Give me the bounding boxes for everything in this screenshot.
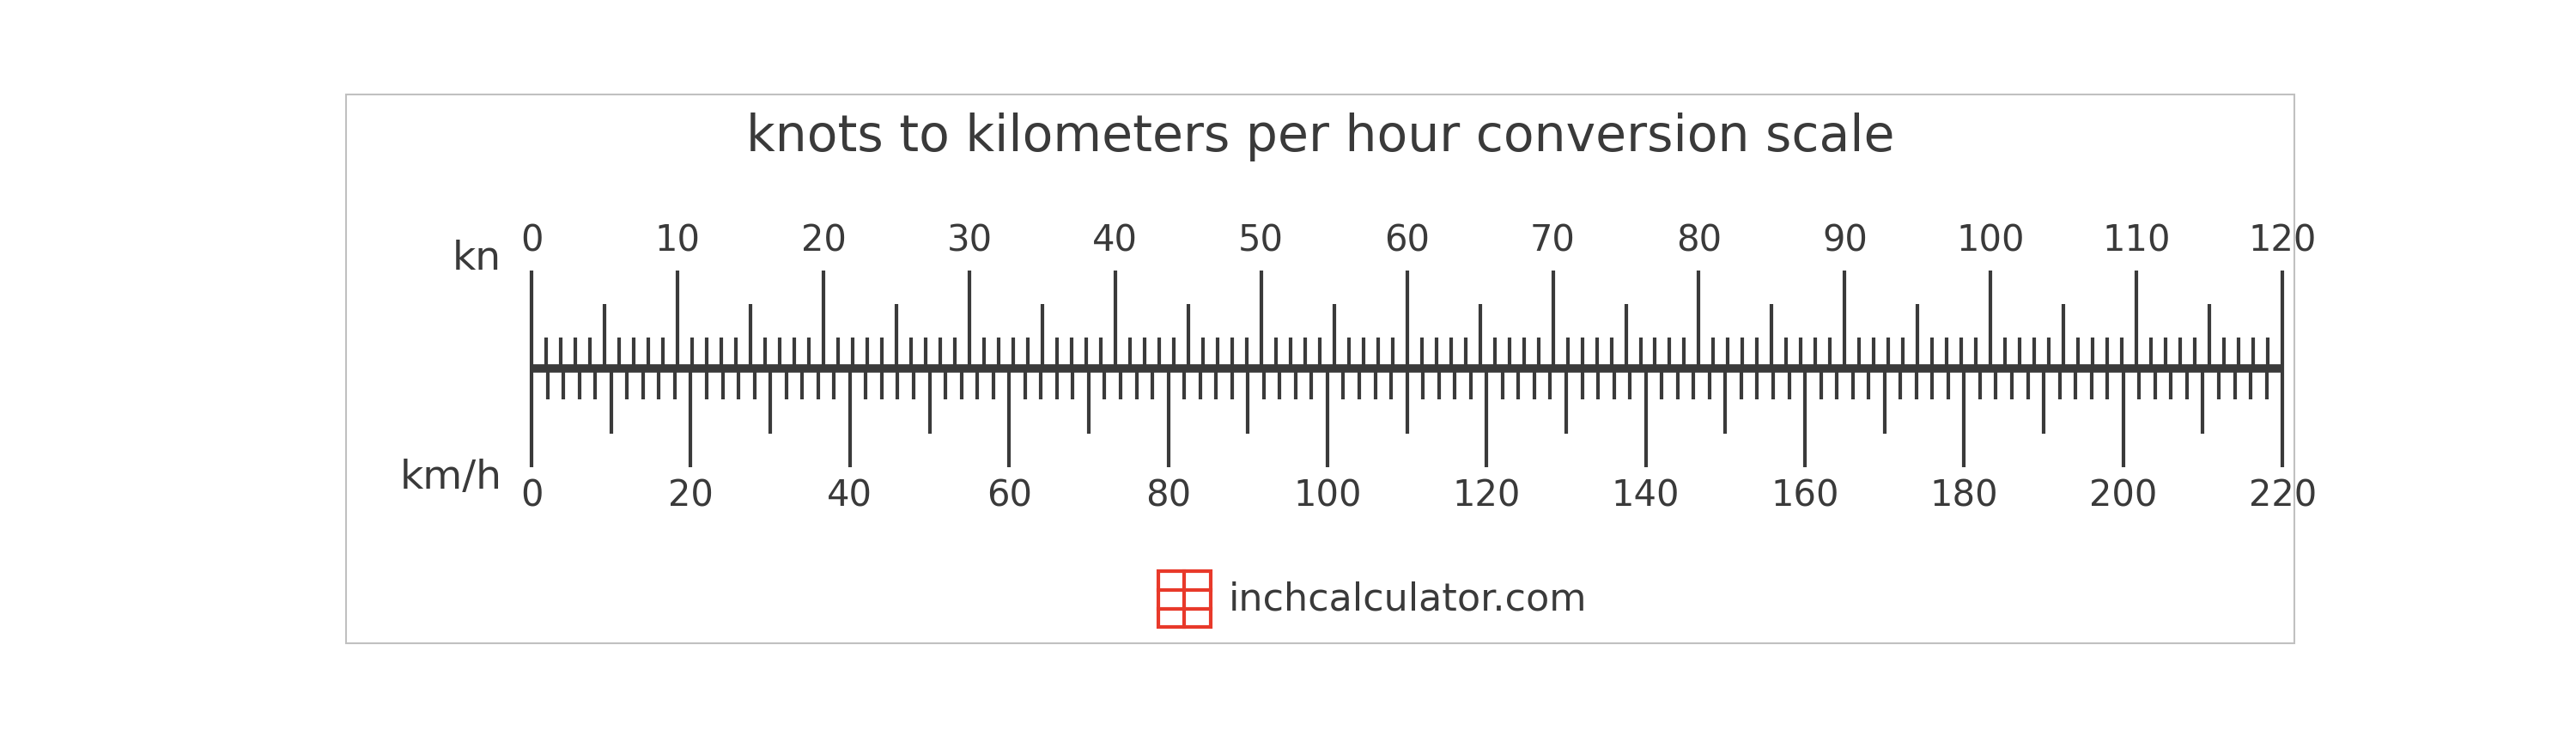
Text: 20: 20 [801, 223, 845, 259]
Text: 100: 100 [1293, 478, 1363, 515]
Text: 200: 200 [2089, 478, 2156, 515]
Text: 180: 180 [1929, 478, 1999, 515]
Text: 60: 60 [987, 478, 1033, 515]
Text: 30: 30 [945, 223, 992, 259]
Text: 160: 160 [1770, 478, 1839, 515]
Text: 50: 50 [1239, 223, 1283, 259]
Text: 140: 140 [1613, 478, 1680, 515]
Text: 0: 0 [520, 223, 544, 259]
Text: 20: 20 [667, 478, 714, 515]
Text: 60: 60 [1383, 223, 1430, 259]
Bar [1159, 571, 1211, 627]
Text: km/h: km/h [399, 459, 502, 498]
Text: 0: 0 [520, 478, 544, 515]
Text: 80: 80 [1146, 478, 1190, 515]
Text: 120: 120 [2249, 223, 2316, 259]
Text: 70: 70 [1530, 223, 1577, 259]
Text: 220: 220 [2249, 478, 2316, 515]
Text: 100: 100 [1958, 223, 2025, 259]
Text: inchcalculator.com: inchcalculator.com [1229, 580, 1587, 618]
Text: kn: kn [453, 239, 502, 278]
Text: 120: 120 [1453, 478, 1520, 515]
Text: 40: 40 [827, 478, 873, 515]
Text: 90: 90 [1821, 223, 1868, 259]
Text: 110: 110 [2102, 223, 2172, 259]
Text: 40: 40 [1092, 223, 1139, 259]
Text: 10: 10 [654, 223, 701, 259]
Text: 80: 80 [1677, 223, 1721, 259]
Text: knots to kilometers per hour conversion scale: knots to kilometers per hour conversion … [747, 113, 1893, 162]
